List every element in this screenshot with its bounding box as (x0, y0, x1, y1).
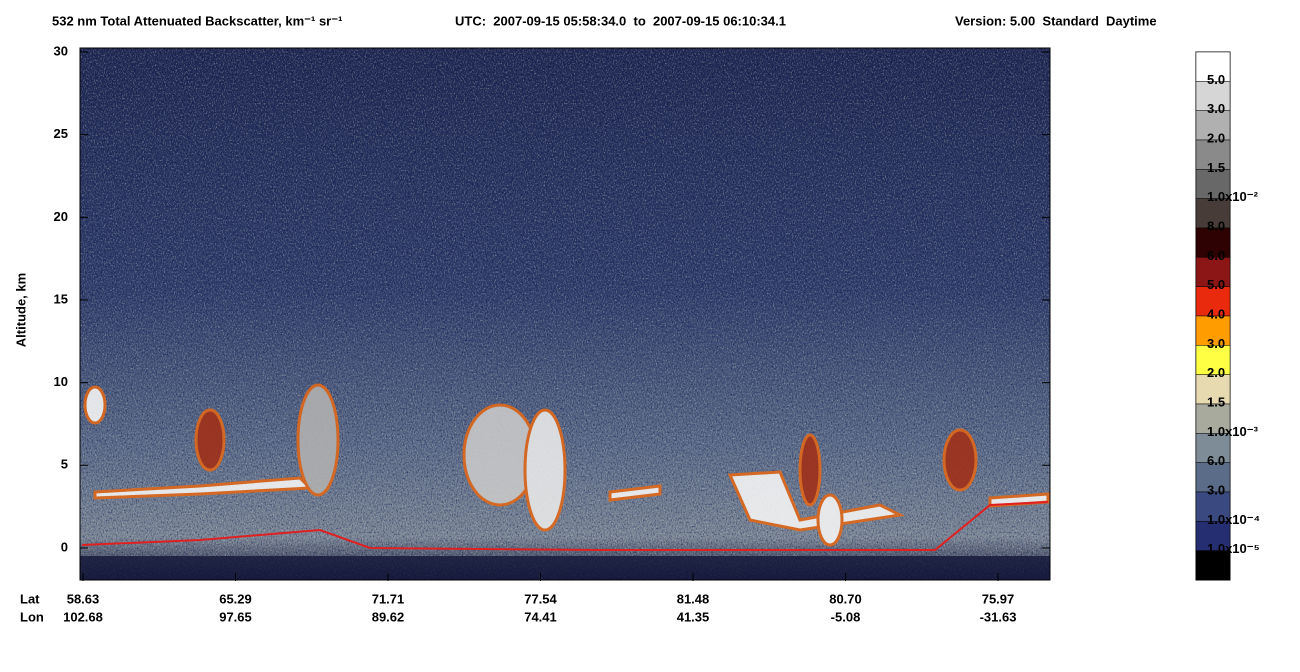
colorbar-label: 3.0 (1207, 482, 1225, 497)
colorbar-label: 1.0x10⁻² (1207, 189, 1259, 204)
colorbar-label: 3.0 (1207, 336, 1225, 351)
colorbar-swatch (1195, 169, 1231, 199)
x-tick-label: 75.97 (982, 591, 1015, 606)
x-tick-label: 102.68 (63, 609, 103, 624)
y-axis-label: Altitude, km (13, 273, 28, 347)
x-tick-label: -31.63 (980, 609, 1017, 624)
colorbar-label: 6.0 (1207, 248, 1225, 263)
colorbar-label: 4.0 (1207, 306, 1225, 321)
colorbar-label: 6.0 (1207, 453, 1225, 468)
x-tick-label: 97.65 (219, 609, 252, 624)
x-tick-label: -5.08 (831, 609, 861, 624)
y-tick-label: 5 (61, 457, 68, 472)
colorbar-swatch (1195, 403, 1231, 434)
colorbar-swatch (1195, 257, 1231, 287)
colorbar-label: 1.5 (1207, 394, 1225, 409)
plot-background (80, 48, 1050, 580)
y-tick-label: 25 (54, 126, 68, 141)
colorbar-label: 2.0 (1207, 365, 1225, 380)
colorbar-swatch (1195, 51, 1231, 82)
y-tick-label: 30 (54, 43, 68, 58)
colorbar-swatch (1195, 227, 1231, 258)
chart-title: 532 nm Total Attenuated Backscatter, km⁻… (52, 13, 342, 28)
colorbar-swatch (1195, 462, 1231, 493)
colorbar-swatch (1195, 345, 1231, 375)
x-tick-label: 41.35 (677, 609, 710, 624)
colorbar-swatch (1195, 81, 1231, 111)
colorbar-swatch (1195, 491, 1231, 522)
x-tick-label: 80.70 (829, 591, 862, 606)
colorbar-swatch (1195, 198, 1231, 229)
x-row-label: Lat (20, 591, 40, 606)
y-tick-label: 0 (61, 539, 68, 554)
colorbar-label: 1.0x10⁻⁴ (1207, 512, 1260, 527)
colorbar-swatch (1195, 374, 1231, 405)
colorbar-label: 1.0x10⁻⁵ (1207, 541, 1260, 556)
colorbar-label: 5.0 (1207, 277, 1225, 292)
colorbar-label: 3.0 (1207, 101, 1225, 116)
x-tick-label: 58.63 (67, 591, 100, 606)
colorbar-swatch (1195, 110, 1231, 141)
utc-range: UTC: 2007-09-15 05:58:34.0 to 2007-09-15… (455, 13, 786, 28)
colorbar-swatch (1195, 521, 1231, 551)
plot-frame (79, 47, 1051, 581)
colorbar-label: 5.0 (1207, 72, 1225, 87)
y-tick-label: 15 (54, 291, 68, 306)
colorbar-swatch (1195, 433, 1231, 463)
x-tick-label: 81.48 (677, 591, 710, 606)
x-tick-label: 71.71 (372, 591, 405, 606)
colorbar-swatch (1195, 315, 1231, 346)
x-row-label: Lon (20, 609, 44, 624)
colorbar-label: 1.5 (1207, 160, 1225, 175)
x-tick-label: 77.54 (524, 591, 557, 606)
colorbar-swatch (1195, 286, 1231, 317)
x-tick-label: 74.41 (524, 609, 557, 624)
y-tick-label: 10 (54, 374, 68, 389)
colorbar-label: 1.0x10⁻³ (1207, 424, 1259, 439)
y-tick-label: 20 (54, 209, 68, 224)
colorbar-swatch (1195, 550, 1231, 581)
colorbar-label: 2.0 (1207, 130, 1225, 145)
x-tick-label: 65.29 (219, 591, 252, 606)
version: Version: 5.00 Standard Daytime (955, 13, 1157, 28)
colorbar-label: 8.0 (1207, 218, 1225, 233)
x-tick-label: 89.62 (372, 609, 405, 624)
colorbar-swatch (1195, 139, 1231, 170)
